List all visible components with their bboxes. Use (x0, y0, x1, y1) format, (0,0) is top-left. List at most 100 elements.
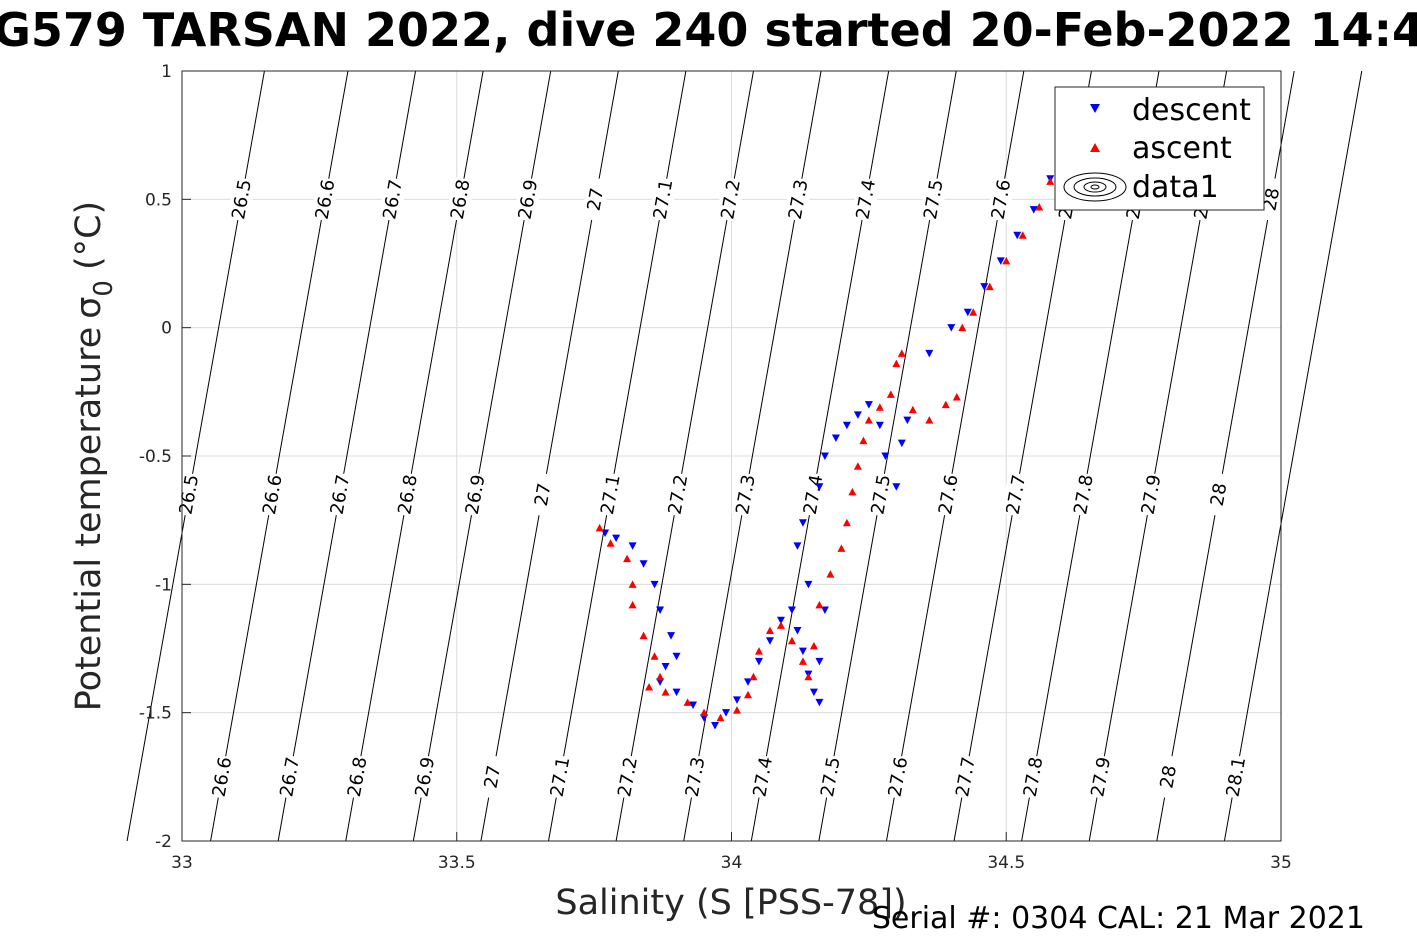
legend: descent ascent data1 (1054, 86, 1265, 211)
descent-point (980, 283, 989, 291)
contour-label: 28 (1156, 764, 1181, 790)
descent-point (996, 257, 1005, 265)
ascent-point (853, 462, 862, 470)
descent-point (842, 421, 851, 430)
descent-point (793, 627, 802, 635)
ascent-point (815, 600, 824, 609)
y-axis-label-subscript: 0 (89, 280, 119, 297)
descent-point (798, 647, 807, 656)
ascent-point (754, 647, 763, 655)
ascent-point (848, 487, 857, 496)
descent-point (892, 483, 901, 491)
ascent-point (875, 403, 884, 411)
ascent-point (645, 683, 654, 691)
descent-point (903, 416, 912, 425)
x-axis-ticks: 33 33.5 34 34.5 35 (171, 832, 1292, 873)
ascent-point (985, 282, 994, 291)
descent-series (601, 175, 1055, 730)
ascent-point (743, 690, 752, 699)
ascent-point (864, 416, 873, 424)
legend-box (1054, 86, 1265, 211)
descent-point (815, 657, 824, 666)
descent-point (672, 652, 681, 661)
descent-point (722, 709, 731, 717)
ascent-point (958, 323, 967, 332)
ascent-point (925, 416, 934, 424)
descent-point (1029, 206, 1038, 214)
legend-data1-marker (1063, 172, 1127, 202)
x-tick-label: 35 (1270, 853, 1292, 873)
descent-point (732, 696, 741, 704)
descent-point (787, 606, 796, 614)
descent-point (793, 542, 802, 550)
ascent-point (656, 672, 665, 681)
ascent-point (892, 359, 901, 368)
x-tick-label: 33 (171, 853, 193, 873)
descent-point (672, 688, 681, 697)
ascent-point (886, 390, 895, 398)
descent-point (1013, 231, 1022, 240)
y-axis-label-sigma: σ (69, 297, 109, 319)
ascent-point (628, 580, 637, 588)
contour-sigma-26.7: 26.726.726.7 (275, 70, 417, 842)
ascent-point (716, 713, 725, 722)
legend-ascent-marker (1090, 143, 1100, 152)
density-contours: 26.526.526.626.626.626.726.726.726.826.8… (126, 70, 1363, 842)
ascent-point (623, 554, 632, 563)
y-axis-label-unit: (°C) (69, 201, 109, 270)
chart-title: SG579 TARSAN 2022, dive 240 started 20-F… (0, 3, 1417, 57)
descent-point (815, 483, 824, 491)
legend-descent-label: descent (1132, 93, 1251, 128)
descent-point (831, 434, 840, 443)
descent-point (650, 580, 659, 589)
ascent-point (1046, 177, 1055, 185)
ascent-point (650, 652, 659, 660)
descent-point (776, 616, 785, 625)
descent-point (667, 632, 676, 640)
descent-point (601, 529, 610, 537)
y-axis-label: Potential temperature σ0 (°C) (69, 201, 119, 711)
ascent-point (639, 631, 648, 640)
x-axis-label: Salinity (S [PSS-78]) (555, 883, 906, 923)
contour-label: 27 (531, 481, 556, 507)
descent-point (963, 308, 972, 317)
ascent-point (908, 405, 917, 414)
descent-point (925, 349, 934, 358)
descent-point (711, 722, 720, 730)
ascent-point (798, 657, 807, 665)
ascent-point (1035, 203, 1044, 211)
descent-point (754, 657, 763, 666)
contour-label: 27 (584, 186, 609, 212)
descent-point (661, 662, 670, 671)
y-tick-label: 0 (161, 319, 172, 339)
ascent-point (842, 518, 851, 527)
contour-sigma-27: 27 27 27 (477, 70, 619, 842)
legend-descent-marker (1090, 104, 1100, 113)
descent-point (628, 542, 637, 550)
y-axis-label-main: Potential temperature (69, 327, 109, 711)
descent-point (947, 324, 956, 332)
ascent-point (826, 570, 835, 578)
ascent-point (787, 636, 796, 645)
ascent-point (776, 621, 785, 629)
descent-point (656, 606, 665, 614)
descent-point (612, 534, 621, 543)
descent-point (820, 606, 829, 614)
ascent-point (595, 523, 604, 532)
descent-point (689, 701, 698, 709)
descent-point (743, 678, 752, 686)
y-tick-label: 1 (161, 62, 172, 82)
descent-point (897, 439, 906, 448)
descent-point (656, 678, 665, 686)
ascent-series (595, 177, 1055, 722)
descent-point (765, 637, 774, 645)
ascent-point (661, 688, 670, 696)
y-tick-label: -1 (155, 575, 172, 595)
descent-point (809, 688, 818, 697)
ascent-point (969, 308, 978, 316)
x-tick-label: 33.5 (438, 853, 476, 873)
contour-sigma-26.6: 26.626.626.6 (207, 70, 349, 842)
descent-point (804, 580, 813, 589)
